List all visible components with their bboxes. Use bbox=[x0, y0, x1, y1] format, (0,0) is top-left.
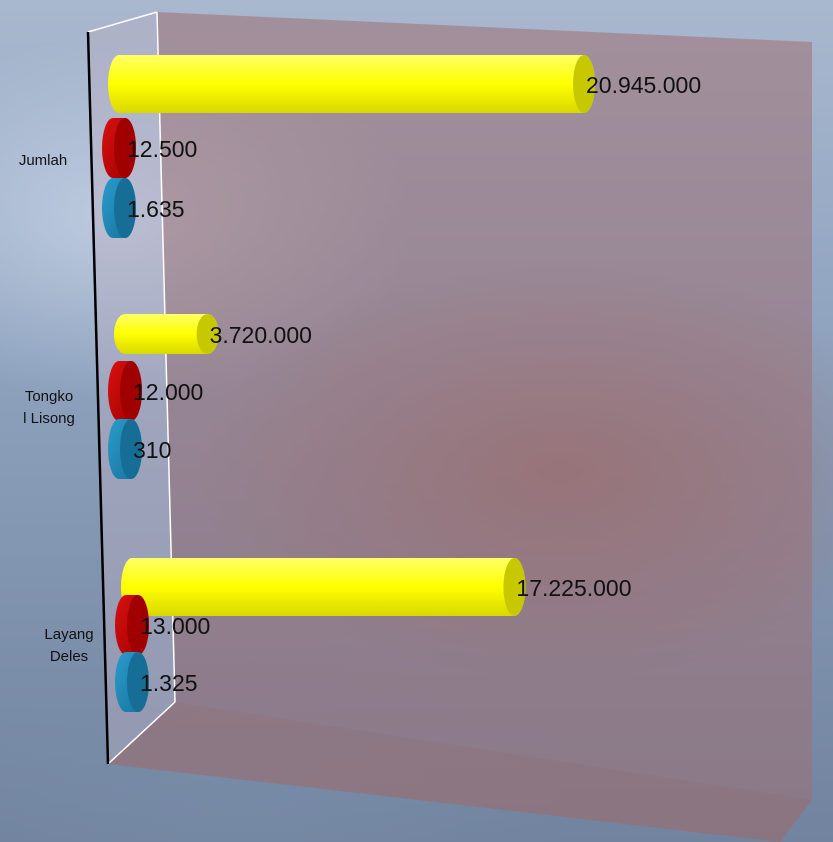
bar-layang-deles-series-1 bbox=[121, 558, 526, 616]
bar-end-cap bbox=[114, 178, 136, 238]
bar-body bbox=[121, 558, 526, 616]
category-label-line: Tongko bbox=[24, 388, 74, 405]
bar-jumlah-series-2 bbox=[102, 118, 136, 178]
bar-end-cap bbox=[120, 419, 142, 479]
back-wall bbox=[157, 12, 812, 800]
category-label-tongkol-lisong: Tongko l Lisong bbox=[14, 386, 84, 430]
bar-end-cap bbox=[127, 652, 149, 712]
data-label-tongkol-lisong-series-3: 310 bbox=[133, 437, 171, 463]
bar-tongkol-lisong-series-3 bbox=[108, 419, 142, 479]
category-label-line: Layang bbox=[44, 626, 94, 643]
bar-end-cap bbox=[120, 361, 142, 421]
bar-tongkol-lisong-series-1 bbox=[114, 314, 219, 354]
bar-end-cap bbox=[127, 595, 149, 655]
floor-plane bbox=[108, 702, 812, 842]
bars-group: 20.945.000 12.500 1.635 3.720.000 12.000 310 1… bbox=[102, 55, 701, 712]
bar-body bbox=[108, 55, 595, 113]
wall-edge bbox=[107, 701, 176, 765]
bar-jumlah-series-1 bbox=[108, 55, 595, 113]
bar-end-cap bbox=[196, 314, 219, 354]
bar-layang-deles-series-3 bbox=[115, 652, 149, 712]
bar-jumlah-series-3 bbox=[102, 178, 136, 238]
y-axis-line bbox=[86, 31, 110, 765]
data-label-jumlah-series-2: 12.500 bbox=[127, 136, 197, 162]
data-label-jumlah-series-1: 20.945.000 bbox=[586, 72, 701, 98]
data-label-layang-deles-series-1: 17.225.000 bbox=[516, 575, 631, 601]
data-label-tongkol-lisong-series-2: 12.000 bbox=[133, 379, 203, 405]
bar-tongkol-lisong-series-2 bbox=[108, 361, 142, 421]
category-label-line: Jumlah bbox=[18, 152, 68, 169]
category-label-line: l Lisong bbox=[23, 410, 75, 427]
bar-layang-deles-series-2 bbox=[115, 595, 149, 655]
bar-end-cap bbox=[114, 118, 136, 178]
data-label-layang-deles-series-2: 13.000 bbox=[140, 613, 210, 639]
category-label-jumlah: Jumlah bbox=[8, 150, 78, 172]
data-label-jumlah-series-3: 1.635 bbox=[127, 196, 185, 222]
category-label-line: Deles bbox=[49, 648, 89, 665]
bar-end-cap bbox=[503, 558, 526, 616]
data-label-tongkol-lisong-series-1: 3.720.000 bbox=[210, 322, 312, 348]
data-label-layang-deles-series-3: 1.325 bbox=[140, 670, 198, 696]
bar-end-cap bbox=[573, 55, 595, 113]
wall-edge bbox=[87, 11, 158, 33]
bar-body bbox=[114, 314, 219, 354]
category-label-layang-deles: Layang Deles bbox=[34, 624, 104, 668]
